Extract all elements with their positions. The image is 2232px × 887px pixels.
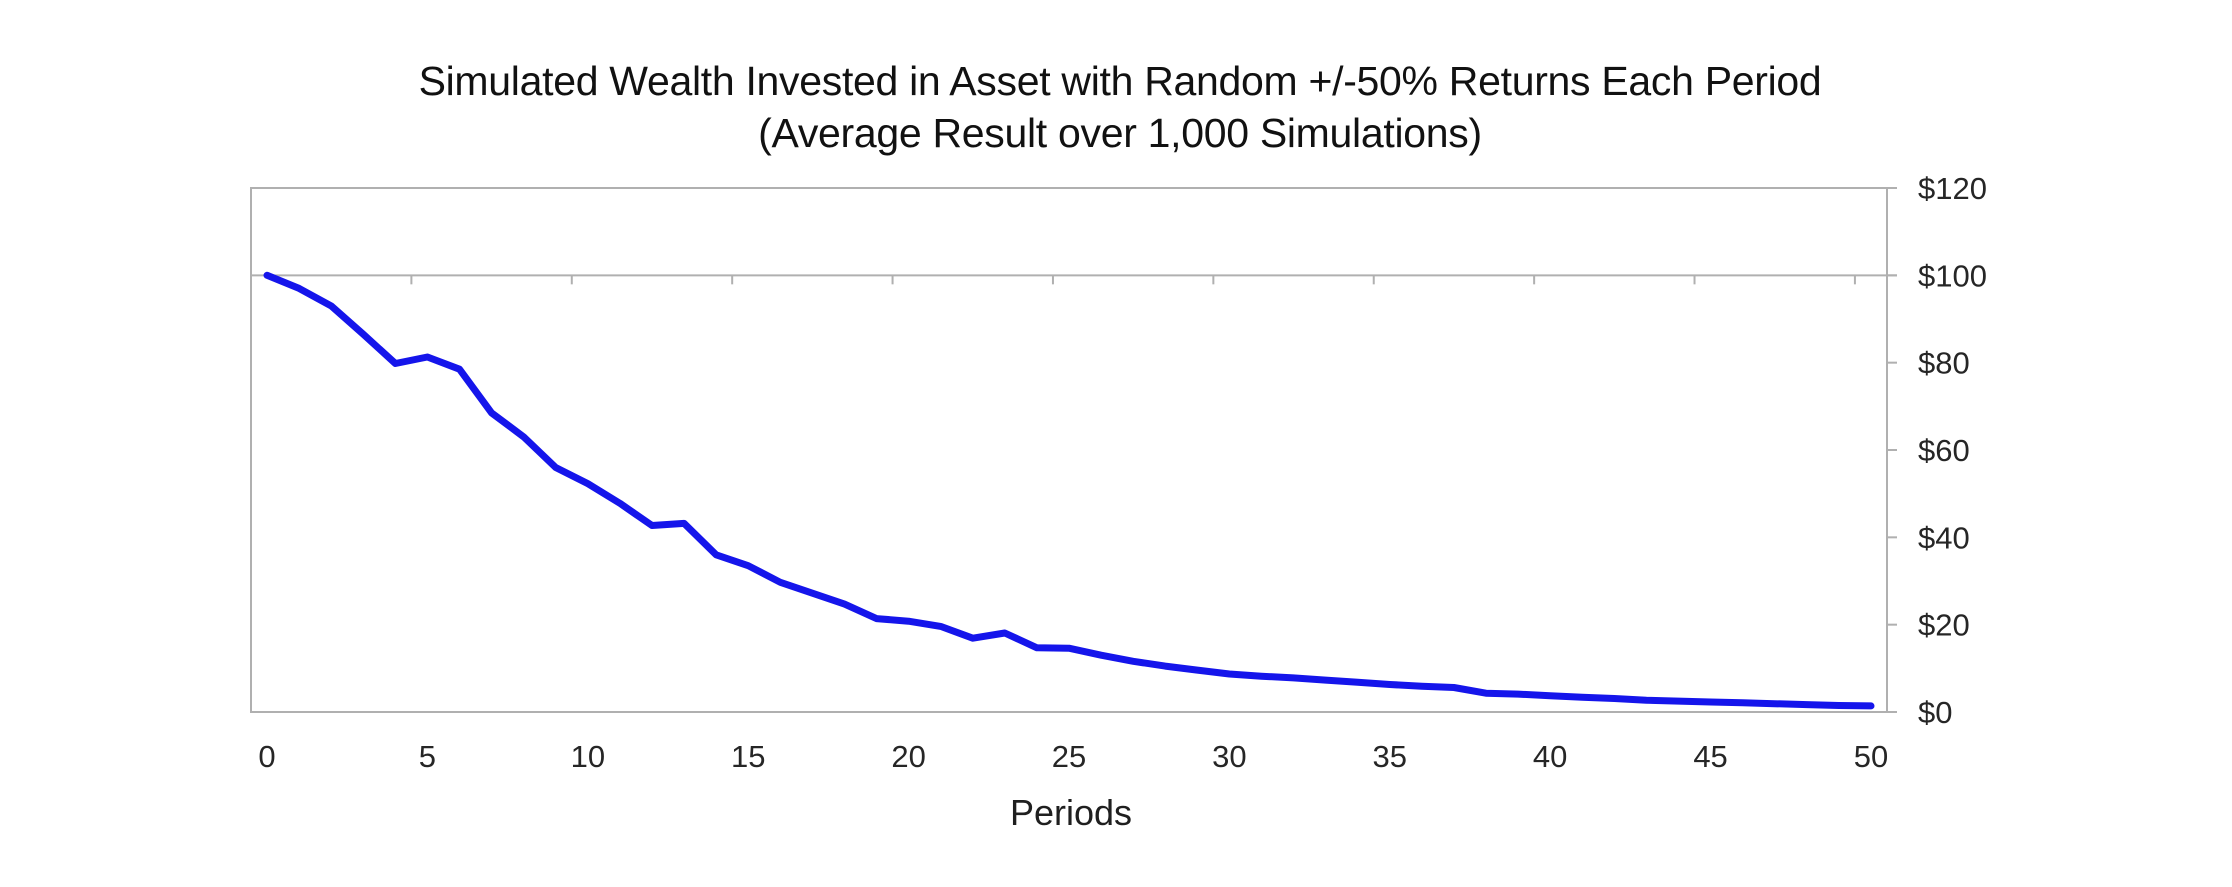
- chart-title: Simulated Wealth Invested in Asset with …: [0, 55, 2232, 159]
- x-tick-label: 40: [1533, 739, 1567, 774]
- y-tick-label: $120: [1918, 171, 1987, 206]
- y-tick-label: $0: [1918, 695, 1952, 730]
- chart-title-line1: Simulated Wealth Invested in Asset with …: [418, 58, 1822, 104]
- x-tick-label: 45: [1693, 739, 1727, 774]
- y-tick-label: $80: [1918, 346, 1970, 381]
- series-line: [263, 271, 1875, 710]
- x-tick-label: 10: [571, 739, 605, 774]
- x-axis-title: Periods: [1009, 792, 1133, 833]
- y-tick-label: $40: [1918, 520, 1970, 555]
- x-tick-label: 35: [1373, 739, 1407, 774]
- y-tick-label: $20: [1918, 608, 1970, 643]
- plot-border: [250, 187, 1888, 713]
- y-tick-label: $100: [1918, 258, 1987, 293]
- x-tick-label: 25: [1052, 739, 1086, 774]
- x-tick-label: 20: [891, 739, 925, 774]
- x-tick-label: 5: [419, 739, 436, 774]
- x-tick-label: 0: [258, 739, 275, 774]
- chart-title-line2: (Average Result over 1,000 Simulations): [758, 110, 1482, 156]
- x-tick-label: 30: [1212, 739, 1246, 774]
- x-tick-label: 15: [731, 739, 765, 774]
- x-tick-label: 50: [1854, 739, 1888, 774]
- y-tick-label: $60: [1918, 433, 1970, 468]
